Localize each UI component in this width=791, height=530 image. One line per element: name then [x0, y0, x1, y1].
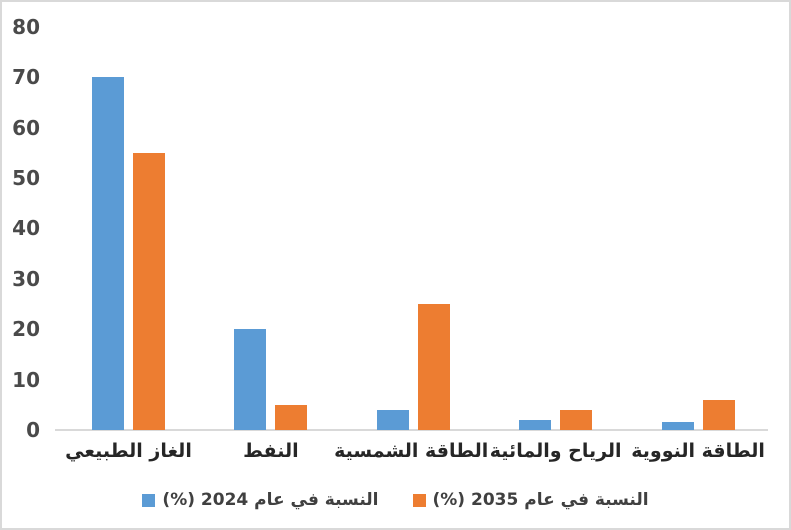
bar-2035 [133, 152, 165, 430]
category-label: الغاز الطبيعي [65, 440, 192, 462]
y-axis-tick-label: 80 [12, 14, 40, 39]
y-axis-tick-label: 20 [12, 317, 40, 342]
y-axis-tick-label: 30 [12, 266, 40, 291]
y-axis-tick-label: 0 [26, 418, 40, 442]
legend: النسبة في عام 2024 (%) النسبة في عام 203… [2, 486, 789, 514]
x-axis-line [55, 429, 768, 431]
y-axis-tick-label: 70 [12, 65, 40, 90]
y-axis-tick-label: 50 [12, 166, 40, 190]
legend-item-2024: النسبة في عام 2024 (%) [142, 490, 379, 510]
legend-swatch-2035 [412, 493, 426, 507]
bar-2024 [376, 409, 409, 430]
category-label: الطاقة الشمسية [334, 440, 489, 462]
bar-2024 [234, 329, 267, 430]
legend-item-2035: النسبة في عام 2035 (%) [412, 490, 649, 510]
bar-2024 [92, 77, 124, 430]
y-axis-tick-label: 40 [12, 216, 40, 241]
category-label: الرياح والمائية [489, 440, 622, 462]
y-axis-tick-label: 10 [12, 367, 40, 392]
legend-label-2024: النسبة في عام 2024 (%) [162, 490, 379, 510]
bar-2024 [661, 422, 694, 430]
bar-2035 [702, 399, 735, 430]
bar-2035 [560, 409, 593, 430]
bar-2035 [417, 304, 450, 430]
bar-2024 [519, 419, 552, 430]
category-label: النفط [243, 440, 299, 462]
bar-2035 [275, 404, 308, 430]
legend-swatch-2024 [142, 493, 156, 507]
category-label: الطاقة النووية [631, 440, 765, 462]
legend-label-2035: النسبة في عام 2035 (%) [432, 490, 649, 510]
y-axis-tick-label: 60 [12, 115, 40, 140]
